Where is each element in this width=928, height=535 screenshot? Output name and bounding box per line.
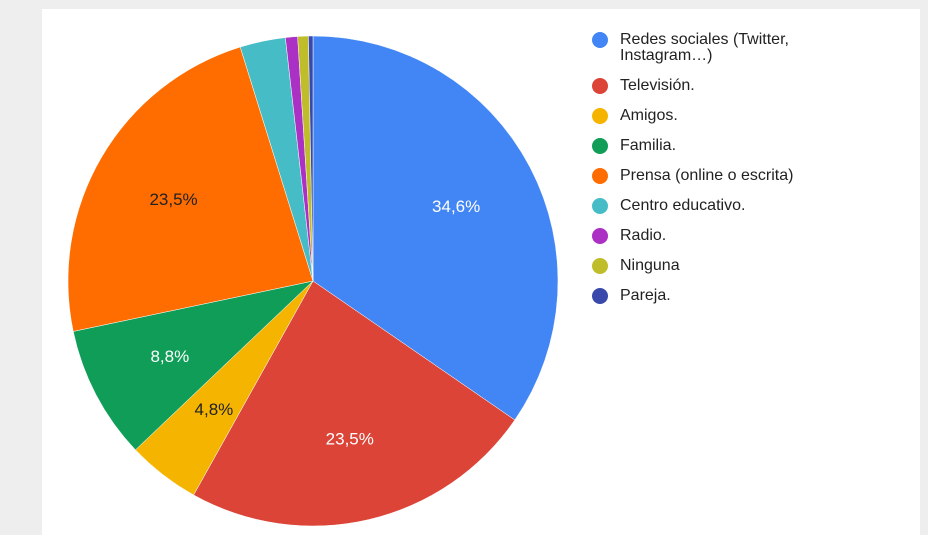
slice-label-3: 8,8%: [150, 347, 189, 366]
pie-slice-8[interactable]: [308, 35, 314, 282]
slice-label-4: 23,5%: [149, 190, 197, 209]
legend-color-dot: [592, 138, 608, 154]
legend-label: Redes sociales (Twitter, Instagram…): [620, 31, 789, 64]
pie-slice-1[interactable]: [193, 280, 516, 527]
legend-color-dot: [592, 258, 608, 274]
legend-label: Familia.: [620, 137, 677, 154]
legend-item-2[interactable]: Amigos.: [592, 108, 912, 124]
legend-label: Centro educativo.: [620, 197, 746, 214]
legend-item-6[interactable]: Radio.: [592, 228, 912, 244]
legend-label: Amigos.: [620, 107, 678, 124]
pie-slice-3[interactable]: [72, 280, 314, 451]
legend-label: Ninguna: [620, 257, 680, 274]
legend-item-1[interactable]: Televisión.: [592, 78, 912, 94]
legend-label: Radio.: [620, 227, 667, 244]
legend-item-4[interactable]: Prensa (online o escrita): [592, 168, 912, 184]
pie-slice-0[interactable]: [312, 35, 559, 421]
legend-label: Prensa (online o escrita): [620, 167, 794, 184]
pie-chart: 34,6% 23,5% 4,8% 8,8% 23,5%: [67, 35, 559, 527]
legend-label: Pareja.: [620, 287, 671, 304]
legend-color-dot: [592, 228, 608, 244]
legend-item-3[interactable]: Familia.: [592, 138, 912, 154]
chart-card: 34,6% 23,5% 4,8% 8,8% 23,5% Redes sociales (…: [42, 9, 920, 535]
legend-item-7[interactable]: Ninguna: [592, 258, 912, 274]
legend-color-dot: [592, 288, 608, 304]
legend-color-dot: [592, 32, 608, 48]
legend-color-dot: [592, 78, 608, 94]
legend-color-dot: [592, 168, 608, 184]
slice-label-1: 23,5%: [326, 429, 374, 448]
legend-label: Televisión.: [620, 77, 695, 94]
slice-label-0: 34,6%: [432, 197, 480, 216]
legend-color-dot: [592, 108, 608, 124]
legend-item-8[interactable]: Pareja.: [592, 288, 912, 304]
pie-slice-4[interactable]: [67, 46, 314, 332]
slice-label-2: 4,8%: [195, 400, 234, 419]
legend-color-dot: [592, 198, 608, 214]
legend-item-5[interactable]: Centro educativo.: [592, 198, 912, 214]
chart-legend: Redes sociales (Twitter, Instagram…) Tele…: [592, 32, 912, 318]
legend-item-0[interactable]: Redes sociales (Twitter, Instagram…): [592, 32, 912, 64]
